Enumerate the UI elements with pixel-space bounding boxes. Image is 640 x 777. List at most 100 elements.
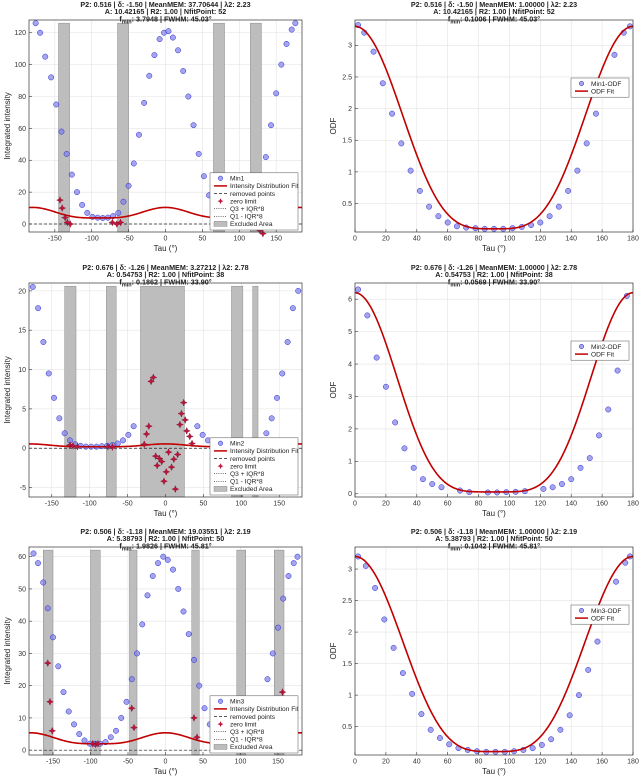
- legend-marker-points: [217, 698, 224, 704]
- data-point: [262, 154, 269, 161]
- y-tick-label: 0: [348, 491, 352, 498]
- data-point: [139, 621, 146, 628]
- x-tick-label: 120: [534, 501, 546, 508]
- removed-point: [94, 739, 102, 748]
- data-point: [372, 585, 379, 591]
- data-point: [279, 370, 286, 377]
- data-point: [381, 616, 388, 623]
- data-point: [84, 209, 91, 216]
- data-point: [144, 592, 151, 599]
- y-tick-label: 3: [348, 43, 352, 50]
- excluded-area: [140, 285, 185, 498]
- x-tick-label: -50: [124, 236, 134, 243]
- data-point: [44, 605, 51, 612]
- removed-point: [112, 220, 121, 228]
- y-tick-label: 5: [22, 406, 26, 413]
- data-point: [32, 20, 39, 27]
- data-point: [164, 556, 171, 563]
- y-tick-label: 40: [18, 619, 26, 626]
- data-point: [40, 339, 47, 345]
- removed-point: [179, 398, 188, 407]
- y-tick-label: 1: [348, 693, 352, 700]
- legend-box: [209, 437, 299, 496]
- legend-label: removed points: [230, 456, 276, 463]
- data-point: [605, 406, 612, 413]
- data-point: [373, 354, 380, 361]
- data-point: [559, 481, 565, 487]
- legend-box: [570, 604, 630, 625]
- legend-box: [570, 77, 630, 98]
- removed-point: [149, 373, 158, 382]
- data-point: [175, 47, 181, 54]
- legend-label: Min2-ODF: [591, 344, 621, 351]
- y-tick-label: 60: [18, 126, 26, 133]
- removed-point: [108, 443, 117, 451]
- data-point: [382, 383, 389, 390]
- x-tick-label: 160: [596, 236, 608, 243]
- removed-point: [175, 420, 184, 429]
- chart-panel-5: -150 -100 -50 0 50 100 150 0 10 20 30 40 50 60 Tau (°)…: [3, 527, 303, 776]
- legend-label: Excluded Area: [230, 486, 273, 493]
- data-point: [200, 173, 207, 180]
- removed-point: [188, 439, 196, 448]
- legend-label: Excluded Area: [230, 744, 273, 751]
- x-tick-label: 180: [627, 501, 639, 508]
- data-point: [379, 80, 386, 87]
- removed-point: [63, 218, 72, 227]
- data-point: [274, 394, 280, 401]
- data-point: [613, 578, 619, 585]
- data-point: [128, 676, 135, 683]
- data-point: [40, 579, 47, 586]
- data-point: [529, 745, 536, 752]
- removed-point: [173, 450, 182, 459]
- x-tick-label: 0: [353, 236, 357, 243]
- legend-box: [209, 172, 299, 231]
- title-line-3: fmin: 0.1006 | FWHM: 45.03°: [448, 15, 540, 26]
- data-point: [125, 182, 132, 189]
- fit-curve: [354, 25, 634, 230]
- y-tick-label: 2: [348, 629, 352, 636]
- excluded-area: [191, 549, 200, 756]
- title-line-2: A: 5.38793 | R2: 1.00 | NfitPoint: 50: [107, 534, 224, 543]
- legend-box: [209, 695, 299, 754]
- data-point: [63, 150, 70, 157]
- legend-marker-points: [217, 440, 224, 446]
- data-point: [575, 692, 582, 699]
- x-tick-label: 0: [353, 759, 357, 766]
- data-point: [289, 305, 296, 312]
- title-line-3: fmin: 0.1862 | FWHM: 33.90°: [119, 278, 211, 289]
- data-point: [594, 638, 601, 645]
- y-tick-label: 0: [22, 748, 26, 755]
- y-tick-label: 2.5: [342, 598, 352, 605]
- legend-box: [570, 340, 630, 361]
- removed-point: [43, 659, 52, 668]
- x-tick-label: -150: [46, 759, 60, 766]
- title-line-2: A: 0.54753 | R2: 1.00 | NfitPoint: 38: [435, 270, 552, 279]
- y-tick-label: 100: [14, 62, 26, 69]
- y-tick-label: 2.5: [342, 74, 352, 81]
- legend-label: zero limit: [230, 198, 257, 205]
- data-point: [592, 110, 599, 117]
- x-tick-label: 60: [444, 501, 452, 508]
- data-point: [53, 101, 60, 108]
- data-point: [548, 736, 555, 743]
- data-point: [76, 731, 83, 737]
- title-line-1: P2: 0.506 | δ: -1.18 | MeanMEM: 1.00000 …: [411, 527, 577, 536]
- axes-box: [354, 282, 634, 498]
- title-line-2: A: 0.54753 | R2: 1.00 | NfitPoint: 38: [107, 270, 224, 279]
- legend-label: zero limit: [230, 463, 257, 470]
- y-tick-label: 3: [348, 566, 352, 573]
- y-tick-label: 0.5: [342, 201, 352, 208]
- x-tick-label: -100: [83, 759, 97, 766]
- y-tick-label: 4: [348, 361, 352, 368]
- title-line-2: A: 10.42165 | R2: 1.00 | NfitPoint: 52: [433, 7, 554, 16]
- y-tick-label: 0: [22, 446, 26, 453]
- x-tick-label: -100: [85, 236, 99, 243]
- title-line-3: fmin: 1.9826 | FWHM: 45.81°: [119, 542, 211, 553]
- removed-point: [73, 442, 82, 451]
- removed-point: [103, 442, 112, 451]
- legend-marker-excluded: [213, 486, 228, 492]
